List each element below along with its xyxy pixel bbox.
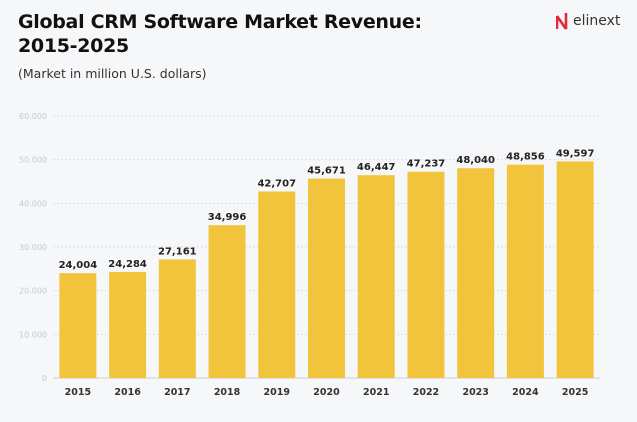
y-tick-label: 40.000 [19,199,47,208]
x-tick-label-2015: 2015 [65,387,91,398]
data-label-2019: 42,707 [257,179,296,190]
bar-2017 [158,259,196,378]
logo-mark-icon [556,13,568,30]
data-label-2018: 34,996 [208,212,247,223]
y-tick-label: 10.000 [19,330,47,339]
chart-title-line2: 2015-2025 [18,35,129,57]
y-tick-label: 20.000 [19,287,47,296]
bar-2022 [407,171,445,378]
y-tick-label: 60.000 [19,112,47,121]
x-tick-label-2024: 2024 [512,387,539,398]
elinext-logo: elinext [556,12,620,30]
x-tick-label-2020: 2020 [313,387,340,398]
x-tick-label-2021: 2021 [363,387,389,398]
x-tick-label-2022: 2022 [413,387,439,398]
data-label-2023: 48,040 [456,155,495,166]
bar-2024 [506,164,544,378]
bar-2016 [109,271,147,378]
data-label-2015: 24,004 [59,260,98,271]
bar-2020 [308,178,345,378]
chart-title-line1: Global CRM Software Market Revenue: [18,11,422,33]
bar-2018 [208,225,246,378]
data-label-2016: 24,284 [108,259,147,270]
data-label-2017: 27,161 [158,246,197,257]
x-tick-label-2025: 2025 [562,387,588,398]
chart-subtitle: (Market in million U.S. dollars) [18,66,207,81]
logo-text: elinext [573,13,621,29]
y-tick-label: 50.000 [19,156,47,165]
chart-title: Global CRM Software Market Revenue: 2015… [18,10,422,58]
y-tick-label: 30.000 [19,243,47,252]
bar-2019 [258,191,296,378]
x-tick-label-2019: 2019 [264,387,290,398]
bar-2023 [457,168,495,378]
x-tick-label-2016: 2016 [114,387,141,398]
data-label-2022: 47,237 [407,159,446,170]
x-tick-label-2023: 2023 [462,387,488,398]
data-label-2025: 49,597 [556,148,595,159]
bar-2025 [556,161,594,378]
x-tick-label-2018: 2018 [214,387,241,398]
data-label-2021: 46,447 [357,162,396,173]
data-label-2020: 45,671 [307,166,346,177]
bar-2015 [59,273,97,378]
y-tick-label: 0 [42,374,47,383]
data-label-2024: 48,856 [506,152,545,163]
x-tick-label-2017: 2017 [164,387,190,398]
bar-2021 [357,175,395,378]
